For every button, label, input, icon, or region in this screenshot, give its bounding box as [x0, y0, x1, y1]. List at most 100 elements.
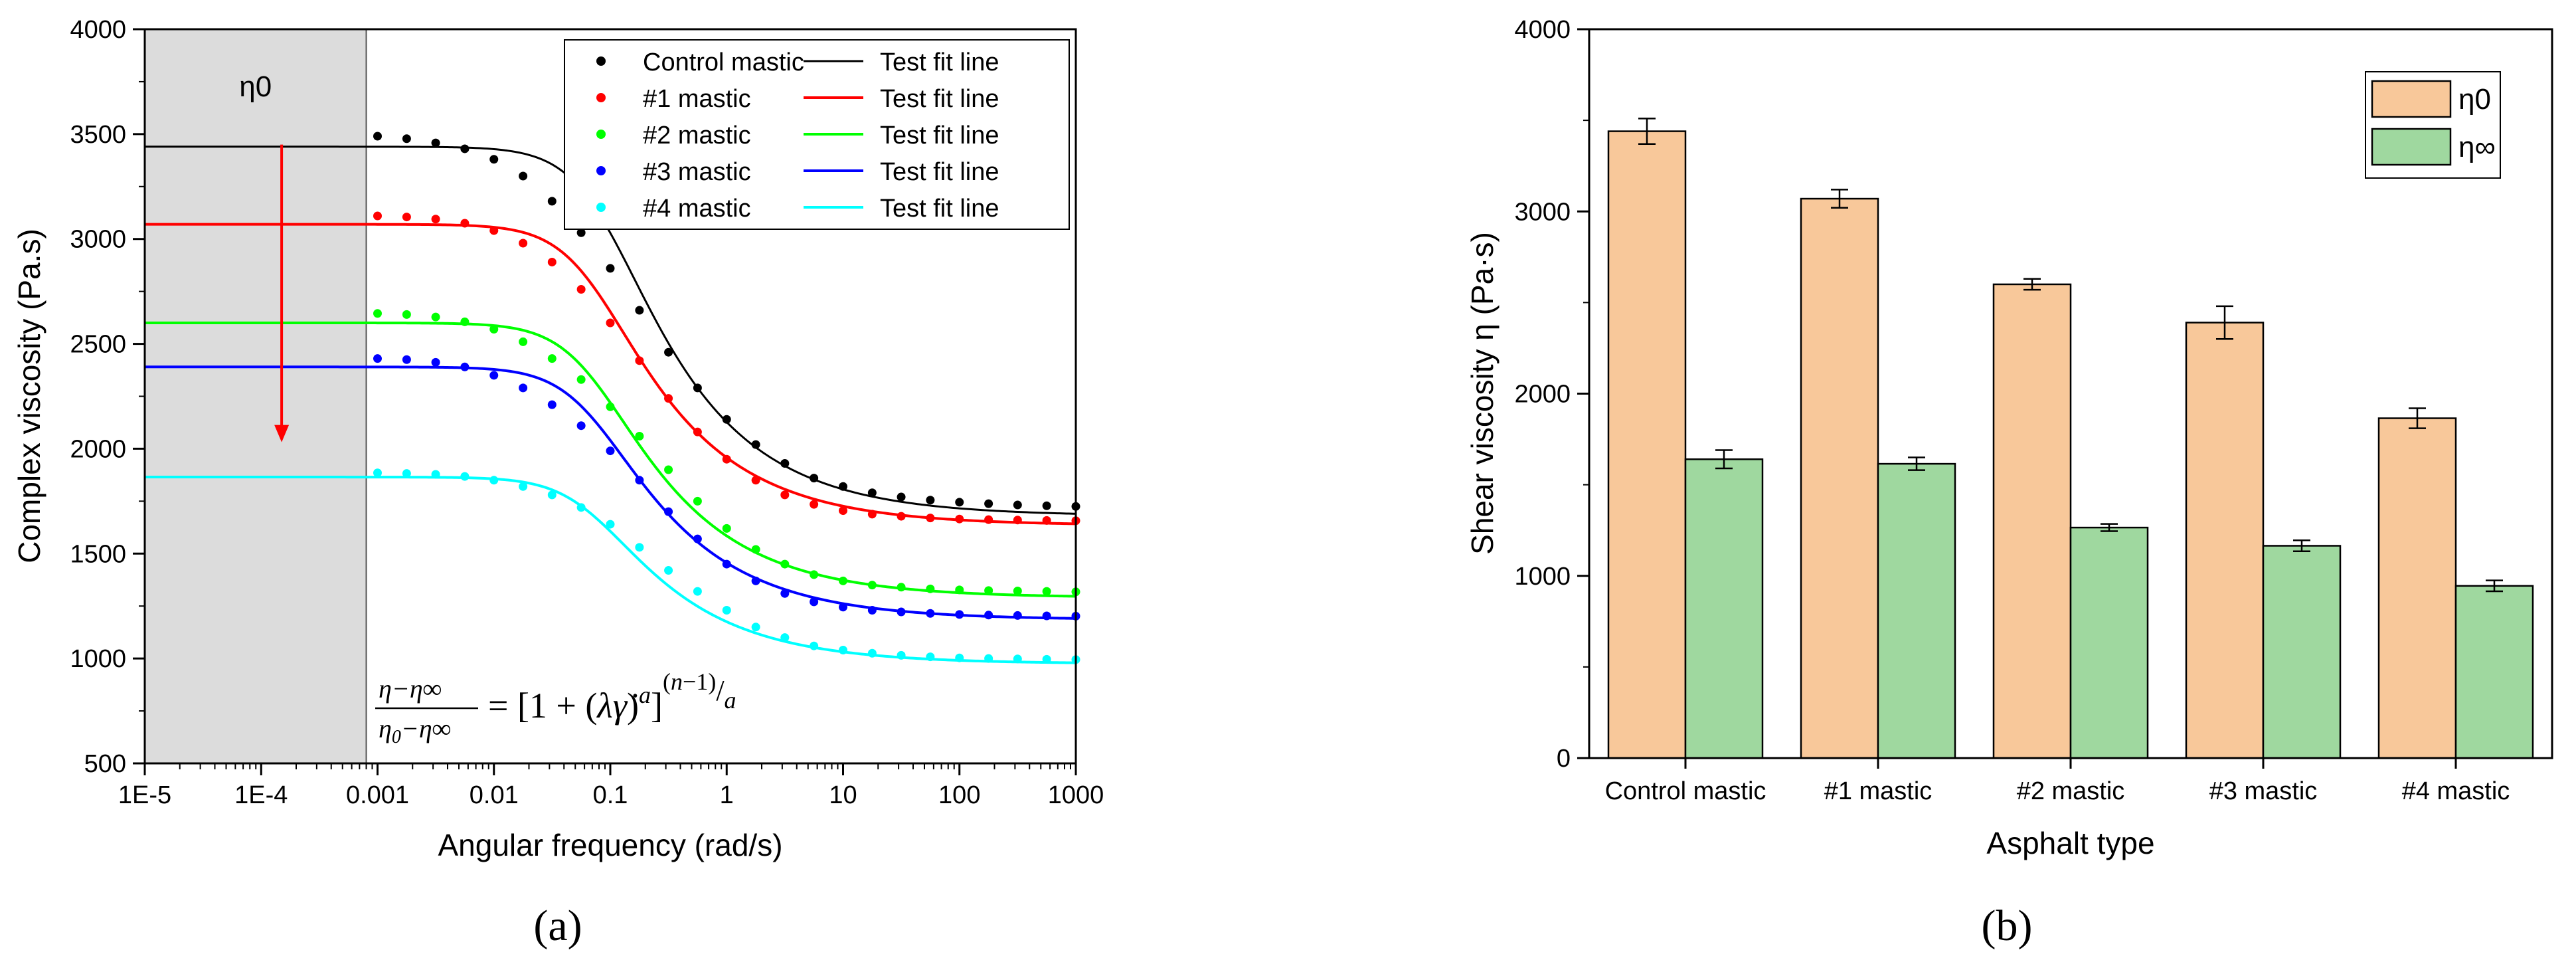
series-1-mastic: [373, 211, 1080, 526]
error-bar: [1715, 449, 1733, 470]
data-point: [519, 383, 528, 393]
error-bar: [1908, 456, 1925, 471]
data-point: [489, 371, 499, 380]
x-tick-label: 1E-5: [118, 781, 171, 809]
bar-eta-inf: [2069, 526, 2149, 759]
bar-group-1-mastic: [1800, 197, 1956, 759]
data-point: [722, 606, 731, 615]
data-point: [606, 318, 615, 328]
data-point: [780, 459, 790, 468]
data-point: [489, 226, 499, 235]
data-point: [984, 654, 993, 663]
x-tick-label: 0.01: [470, 781, 519, 809]
data-point: [751, 440, 760, 449]
data-point: [955, 498, 964, 507]
x-tick-label: 0.1: [593, 781, 628, 809]
data-point: [839, 646, 847, 655]
legend-a-entry-4-mastic: #4 mastic Test fit line: [596, 195, 999, 223]
data-point: [519, 171, 528, 181]
y-tick-label: 2500: [70, 331, 126, 359]
shaded-region-label: η0: [239, 70, 272, 103]
data-points: [373, 132, 1080, 664]
x-axis-ticks-a: 1E-5 1E-4 0.001 0.01 0.1 1 10 100 1000: [118, 763, 1104, 809]
data-point: [693, 427, 702, 436]
data-point: [867, 581, 877, 590]
error-bars: [1638, 118, 2503, 593]
data-point: [402, 134, 411, 144]
x-tick-label: 1: [720, 781, 734, 809]
bar-eta-inf: [2262, 545, 2342, 759]
data-point: [489, 476, 499, 485]
bar-eta-inf: [1684, 458, 1764, 759]
data-point: [373, 132, 382, 141]
data-point: [780, 589, 790, 598]
legend-label: #2 mastic: [643, 122, 751, 149]
data-point: [955, 514, 964, 524]
data-point: [780, 490, 790, 500]
bar-group-4-mastic: [2377, 417, 2534, 759]
x-tick-label: #2 mastic: [2017, 777, 2125, 805]
legend-a-entry-control-mastic: Control mastic Test fit line: [596, 48, 999, 76]
data-point: [867, 488, 877, 498]
equation-rhs: = [1 + (λγ̇)a](n−1)/a: [488, 668, 736, 726]
data-point: [576, 228, 586, 237]
data-point: [402, 310, 411, 319]
data-point: [576, 421, 586, 431]
data-point: [519, 239, 528, 248]
legend-swatch: [2371, 128, 2452, 166]
data-point: [431, 312, 440, 322]
legend-marker: [596, 93, 606, 102]
legend-fit-label: Test fit line: [880, 195, 999, 223]
data-point: [1042, 654, 1051, 664]
data-point: [489, 324, 499, 334]
bar-eta0: [2377, 417, 2457, 759]
y-axis-ticks-b: 0 1000 2000 3000 4000: [1514, 16, 1589, 773]
equation: η−η∞ η0−η∞ = [1 + (λγ̇)a](n−1)/a: [375, 668, 736, 747]
x-tick-label: #1 mastic: [1824, 777, 1932, 805]
data-point: [897, 492, 906, 502]
data-point: [751, 476, 760, 485]
data-point: [926, 584, 935, 593]
data-point: [1013, 611, 1022, 620]
data-point: [635, 543, 644, 552]
y-tick-label: 500: [84, 750, 126, 778]
data-point: [402, 469, 411, 478]
data-point: [839, 576, 847, 585]
data-point: [576, 503, 586, 512]
series-2-mastic: [373, 309, 1080, 597]
data-point: [606, 520, 615, 529]
error-bar: [1638, 118, 1656, 145]
error-bar: [1831, 189, 1848, 209]
data-point: [751, 623, 760, 632]
data-point: [547, 400, 557, 409]
data-point: [606, 264, 615, 273]
error-bar: [2293, 539, 2310, 552]
data-point: [984, 499, 993, 508]
y-tick-label: 1000: [1514, 563, 1571, 591]
x-tick-label: 10: [829, 781, 857, 809]
legend-label: Control mastic: [643, 48, 804, 76]
data-point: [926, 652, 935, 662]
y-axis-ticks-a: 500 1000 1500 2000 2500 3000 3500 4000: [70, 16, 145, 778]
x-tick-label: 0.001: [346, 781, 409, 809]
equation-denominator: η0−η∞: [379, 714, 451, 747]
legend-fit-label: Test fit line: [880, 158, 999, 186]
data-point: [460, 362, 470, 371]
bar-eta0: [1992, 283, 2072, 759]
bar-group-3-mastic: [2185, 322, 2342, 759]
legend-a: Control mastic Test fit line #1 mastic Test…: [564, 39, 1070, 230]
data-point: [926, 609, 935, 618]
bar-eta0: [1607, 130, 1687, 759]
legend-b-entry-eta-inf: η∞: [2371, 128, 2496, 166]
data-point: [547, 354, 557, 363]
x-tick-label: Control mastic: [1605, 777, 1766, 805]
data-point: [751, 545, 760, 554]
data-point: [722, 559, 731, 569]
data-point: [576, 375, 586, 384]
data-point: [984, 586, 993, 595]
data-point: [897, 650, 906, 660]
data-point: [897, 583, 906, 592]
data-point: [867, 606, 877, 615]
fit-lines: [145, 145, 1076, 664]
data-point: [664, 507, 673, 516]
